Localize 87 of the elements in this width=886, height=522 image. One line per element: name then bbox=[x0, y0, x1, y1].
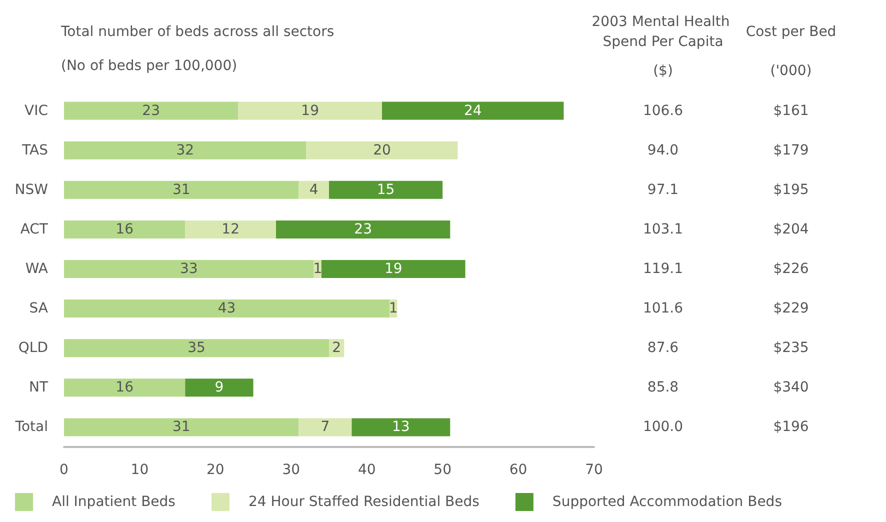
data-label: 32 bbox=[176, 142, 194, 158]
y-tick-label: ACT bbox=[20, 221, 48, 238]
y-tick-label: VIC bbox=[24, 102, 48, 119]
text: Cost per Bed bbox=[746, 24, 836, 40]
text: 100.0 bbox=[642, 419, 684, 436]
data-label: 31 bbox=[172, 419, 190, 436]
bar bbox=[64, 339, 329, 358]
y-tick-label: WA bbox=[25, 261, 48, 277]
bar bbox=[64, 180, 299, 199]
legend-label: All Inpatient Beds bbox=[52, 494, 176, 510]
x-tick-label: 10 bbox=[130, 462, 149, 478]
text: $204 bbox=[773, 221, 809, 238]
data-label: 20 bbox=[373, 142, 391, 158]
bar bbox=[64, 220, 186, 238]
text: 119.1 bbox=[642, 261, 684, 277]
bar bbox=[329, 180, 443, 199]
bar bbox=[238, 102, 382, 120]
data-label: 15 bbox=[376, 182, 395, 198]
bar bbox=[64, 418, 299, 436]
text: 85.8 bbox=[647, 380, 679, 396]
text: 94.0 bbox=[647, 142, 679, 158]
data-label: 33 bbox=[180, 261, 198, 277]
text: 87.6 bbox=[647, 340, 679, 356]
bar bbox=[64, 300, 390, 318]
y-tick-label: TAS bbox=[21, 142, 48, 158]
x-tick-label: 20 bbox=[206, 462, 224, 478]
x-tick-label: 50 bbox=[434, 462, 452, 478]
data-label: 31 bbox=[172, 182, 190, 198]
bar bbox=[64, 260, 314, 278]
data-label: 16 bbox=[116, 380, 134, 396]
data-label: 7 bbox=[320, 419, 330, 436]
y-tick-label: NSW bbox=[14, 182, 48, 198]
y-tick-label: Total bbox=[14, 419, 48, 436]
bar bbox=[298, 180, 329, 199]
bar bbox=[321, 260, 466, 278]
data-label: 12 bbox=[222, 221, 240, 238]
text: $161 bbox=[773, 102, 809, 119]
text: 97.1 bbox=[647, 182, 679, 198]
bar bbox=[306, 141, 458, 160]
text: ('000) bbox=[770, 63, 812, 79]
chart-subtitle: (No of beds per 100,000) bbox=[61, 58, 238, 74]
y-tick-label: SA bbox=[29, 300, 48, 317]
bar bbox=[185, 220, 276, 238]
text: 103.1 bbox=[642, 221, 684, 238]
x-tick-label: 30 bbox=[282, 462, 300, 478]
bar bbox=[382, 102, 564, 120]
data-label: 1 bbox=[313, 261, 322, 277]
legend-label: Supported Accommodation Beds bbox=[552, 494, 782, 510]
data-label: 24 bbox=[464, 102, 482, 119]
bar bbox=[64, 378, 186, 397]
text: ($) bbox=[653, 63, 673, 79]
y-tick-label: QLD bbox=[18, 340, 48, 356]
legend-label: 24 Hour Staffed Residential Beds bbox=[248, 494, 480, 510]
text: $235 bbox=[773, 340, 809, 356]
bar bbox=[276, 220, 450, 238]
text: 106.6 bbox=[642, 102, 684, 119]
data-label: 2 bbox=[332, 340, 342, 356]
data-label: 16 bbox=[116, 221, 134, 238]
text: 101.6 bbox=[642, 300, 684, 317]
data-label: 19 bbox=[301, 102, 319, 119]
data-label: 1 bbox=[388, 300, 398, 317]
data-label: 19 bbox=[384, 261, 402, 277]
data-label: 23 bbox=[354, 221, 372, 238]
chart-title: Total number of beds across all sectors bbox=[60, 24, 334, 40]
bar bbox=[298, 418, 352, 436]
x-tick-label: 70 bbox=[585, 462, 603, 478]
x-tick-label: 0 bbox=[60, 462, 68, 478]
text: $340 bbox=[773, 380, 809, 396]
y-tick-label: NT bbox=[28, 380, 48, 396]
text: $195 bbox=[773, 182, 809, 198]
data-label: 23 bbox=[142, 102, 160, 119]
text: $229 bbox=[773, 300, 809, 317]
text: $179 bbox=[773, 142, 809, 158]
x-tick-label: 40 bbox=[358, 462, 376, 478]
bar bbox=[64, 102, 238, 120]
data-label: 9 bbox=[214, 380, 224, 396]
data-label: 35 bbox=[188, 340, 206, 356]
text: $226 bbox=[773, 261, 809, 277]
bar bbox=[185, 378, 254, 397]
data-label: 13 bbox=[392, 419, 410, 436]
bar bbox=[64, 141, 306, 160]
data-label: 4 bbox=[309, 182, 318, 198]
data-label: 43 bbox=[218, 300, 236, 317]
bar bbox=[352, 418, 450, 436]
x-tick-label: 60 bbox=[509, 462, 528, 478]
text: 2003 Mental Health Spend Per Capita bbox=[592, 14, 734, 50]
text: $196 bbox=[773, 419, 809, 436]
